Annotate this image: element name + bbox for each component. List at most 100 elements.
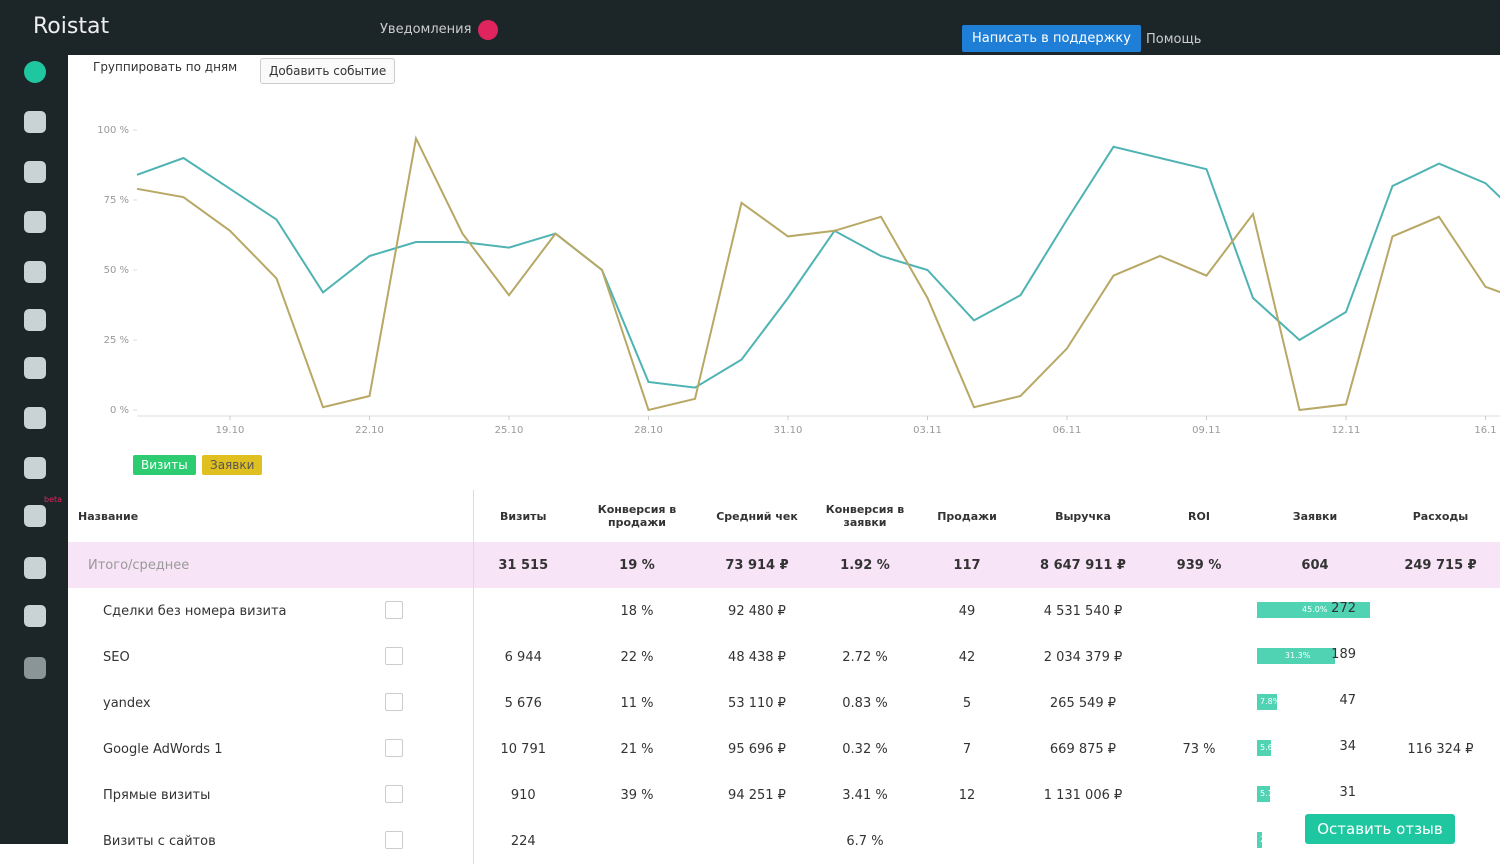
column-header: Конверсия в продажи — [597, 503, 677, 529]
icon[interactable] — [24, 605, 46, 627]
table-cell: 604 — [1249, 542, 1381, 588]
table-cell — [1149, 818, 1249, 864]
table-cell: 22 % — [620, 649, 654, 665]
legend-item[interactable]: Заявки — [202, 455, 263, 475]
table-cell: 11 % — [620, 695, 654, 711]
x-tick-label: 16.1 — [1474, 425, 1496, 436]
table-cell: 4 531 540 ₽ — [1043, 603, 1123, 619]
x-tick-label: 31.10 — [774, 425, 803, 436]
table-cell — [1017, 818, 1149, 864]
table-cell: 31.3% 189 — [1249, 634, 1381, 680]
table-cell: 265 549 ₽ — [1049, 695, 1117, 711]
x-tick-label: 06.11 — [1053, 425, 1082, 436]
x-tick-label: 19.10 — [216, 425, 245, 436]
icon[interactable] — [24, 657, 46, 679]
x-tick-label: 12.11 — [1332, 425, 1361, 436]
table-cell: 2 034 379 ₽ — [1043, 649, 1123, 665]
table-row: Google AdWords 1 10 791 21 % 95 696 ₽ 0.32 %… — [68, 726, 1500, 772]
table-cell: 10 791 — [472, 726, 573, 772]
row-checkbox[interactable] — [384, 785, 403, 803]
row-checkbox[interactable] — [384, 601, 403, 619]
table-cell: 5.6% 34 — [1249, 726, 1381, 772]
group-select[interactable]: Группировать по дням — [93, 60, 238, 74]
table-cell: 7.8% 47 — [1249, 680, 1381, 726]
table-row: Визиты с сайтов 224 6.7 % 2.1% — [68, 818, 1500, 864]
report-table: Название Визиты Конверсия в продажи Средний… — [68, 490, 1500, 864]
y-tick-label: 100 % — [97, 125, 129, 136]
table-cell: 94 251 ₽ — [728, 787, 786, 803]
table-cell: 0.83 % — [842, 695, 888, 711]
legend-item[interactable]: Визиты — [133, 455, 196, 475]
row-checkbox[interactable] — [384, 693, 403, 711]
beta-tag: beta — [44, 495, 63, 504]
table-cell: 39 % — [620, 787, 654, 803]
icon[interactable] — [24, 357, 46, 379]
table-cell — [472, 588, 573, 634]
row-name: Google AdWords 1 — [68, 726, 473, 772]
help-menu[interactable]: Помощь — [1146, 32, 1202, 47]
table-cell: 42 — [958, 649, 976, 665]
icon[interactable] — [24, 261, 46, 283]
add-event-button[interactable]: Добавить событие — [260, 58, 396, 84]
y-tick-label: 25 % — [104, 335, 129, 346]
table-cell: 49 — [958, 603, 976, 619]
column-header: Средний чек — [716, 509, 798, 523]
icon[interactable] — [24, 407, 46, 429]
table-cell: 224 — [472, 818, 573, 864]
icon[interactable] — [24, 211, 46, 233]
top-bar: Roistat Уведомления Написать в поддержку… — [0, 0, 1500, 55]
notifications[interactable]: Уведомления — [380, 22, 472, 37]
icon[interactable] — [24, 61, 46, 83]
table-cell: 21 % — [620, 741, 654, 757]
sidebar: beta — [0, 55, 68, 844]
table-cell: 939 % — [1149, 542, 1249, 588]
table-cell: 53 110 ₽ — [728, 695, 786, 711]
icon[interactable] — [24, 557, 46, 579]
table-row: Итого/среднее 31 515 19 % 73 914 ₽1.92 % 117… — [68, 542, 1500, 588]
x-tick-label: 28.10 — [634, 425, 663, 436]
table-cell — [1381, 588, 1500, 634]
series-line — [136, 135, 1500, 412]
icon[interactable] — [24, 505, 46, 527]
x-tick-label: 09.11 — [1192, 425, 1221, 436]
table-cell — [813, 588, 917, 634]
share-bar: 2.1% — [1257, 832, 1280, 848]
cell-value: 189 — [1331, 647, 1356, 662]
x-tick-label: 25.10 — [495, 425, 524, 436]
row-checkbox[interactable] — [384, 831, 403, 849]
table-cell: 48 438 ₽ — [728, 649, 786, 665]
feedback-button[interactable]: Оставить отзыв — [1305, 814, 1455, 844]
table-cell: 5.1% 31 — [1249, 772, 1381, 818]
table-cell: 8 647 911 ₽ — [1017, 542, 1149, 588]
table-row: Сделки без номера визита 18 % 92 480 ₽ 49 4 … — [68, 588, 1500, 634]
table-cell: 6 944 — [472, 634, 573, 680]
icon[interactable] — [24, 161, 46, 183]
table-cell: 116 324 ₽ — [1407, 741, 1474, 757]
table-cell — [701, 818, 813, 864]
icon[interactable] — [24, 309, 46, 331]
table-cell: 12 — [958, 787, 976, 803]
icon[interactable] — [24, 457, 46, 479]
row-checkbox[interactable] — [384, 739, 403, 757]
support-button[interactable]: Написать в поддержку — [962, 25, 1141, 52]
table-row: SEO 6 944 22 % 48 438 ₽ 2.72 % 42 2 034 379 ₽ 3… — [68, 634, 1500, 680]
logo[interactable]: Roistat — [33, 14, 110, 39]
x-tick-label: 03.11 — [913, 425, 942, 436]
share-bar: 31.3% — [1257, 648, 1336, 664]
column-header: Название — [78, 509, 139, 523]
table-cell: 669 875 ₽ — [1049, 741, 1117, 757]
share-bar: 5.1% — [1257, 786, 1280, 802]
cell-value: 31 — [1339, 785, 1356, 800]
table-row: yandex 5 676 11 % 53 110 ₽ 0.83 % 5 265 549 ₽ 7… — [68, 680, 1500, 726]
table-cell: 910 — [472, 772, 573, 818]
column-header: Продажи — [937, 509, 997, 523]
table-cell: 31 515 — [472, 542, 573, 588]
icon[interactable] — [24, 111, 46, 133]
table-cell: 19 % — [573, 542, 701, 588]
table-row: Прямые визиты 910 39 % 94 251 ₽ 3.41 % 12 1 13… — [68, 772, 1500, 818]
table-cell: 5 676 — [472, 680, 573, 726]
table-cell — [1149, 634, 1249, 680]
x-tick-label: 22.10 — [355, 425, 384, 436]
row-checkbox[interactable] — [384, 647, 403, 665]
